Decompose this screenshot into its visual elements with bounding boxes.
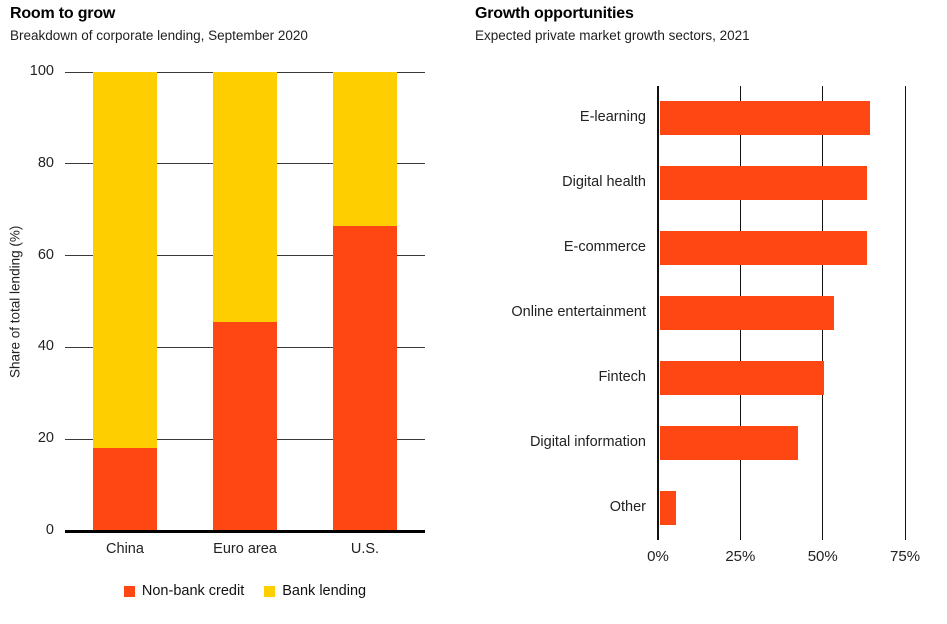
legend: Non-bank credit Bank lending [65,583,425,599]
y-tick-label: 0 [45,522,54,538]
right-chart-title: Growth opportunities [475,5,634,22]
y-tick-label: 60 [37,246,54,263]
x-tick-label: 25% [725,548,756,565]
bar-segment-nonbank [93,448,157,531]
y-tick-label: 40 [37,338,54,355]
legend-label: Bank lending [282,583,367,599]
x-category-label: U.S. [350,541,380,557]
bar [659,360,825,395]
legend-swatch [123,585,135,597]
category-label: E-learning [579,109,646,126]
x-category-label: China [106,541,144,557]
bar-segment-bank [93,72,157,449]
category-label: Other [609,498,646,515]
bar-segment-bank [213,72,277,323]
bar-segment-bank [333,72,397,226]
lending-chart-panel: Room to grow Breakdown of corporate lend… [0,0,460,624]
legend-label: Non-bank credit [141,583,245,599]
bar [659,166,868,201]
category-label: Fintech [598,368,646,385]
left-chart-title: Room to grow [10,5,116,22]
bar [659,101,871,136]
bar [659,490,676,525]
gridline [904,86,906,540]
x-category-label: Euro area [213,541,277,557]
legend-item: Bank lending [264,583,366,599]
left-chart-subtitle: Breakdown of corporate lending, Septembe… [10,28,308,43]
category-label: Digital health [562,174,646,191]
legend-item: Non-bank credit [123,583,245,599]
y-tick-label: 20 [37,430,54,447]
category-label: Online entertainment [511,304,646,320]
gridline [656,86,660,540]
right-chart-subtitle: Expected private market growth sectors, … [475,28,750,43]
x-axis-line [65,530,425,533]
y-tick-label: 80 [37,154,54,171]
legend-swatch [264,585,276,597]
y-tick-label: 100 [29,63,54,79]
bar [659,231,868,266]
category-label: Digital information [529,433,646,450]
bar [659,296,835,330]
category-label: E-commerce [563,239,646,256]
x-tick-label: 0% [647,548,669,565]
x-tick-label: 50% [807,548,838,565]
bar-segment-nonbank [213,322,277,531]
growth-chart-panel: Growth opportunities Expected private ma… [460,0,947,624]
stacked-bar-chart: 0 20 40 60 80 100 China Euro area U.S. Non-bank c… [0,0,460,624]
bar [659,425,798,460]
bar-segment-nonbank [333,225,397,531]
x-tick-label: 75% [890,548,921,565]
horizontal-bar-chart: 0% 25% 50% 75% E-learning Digital health E-com… [460,0,947,624]
